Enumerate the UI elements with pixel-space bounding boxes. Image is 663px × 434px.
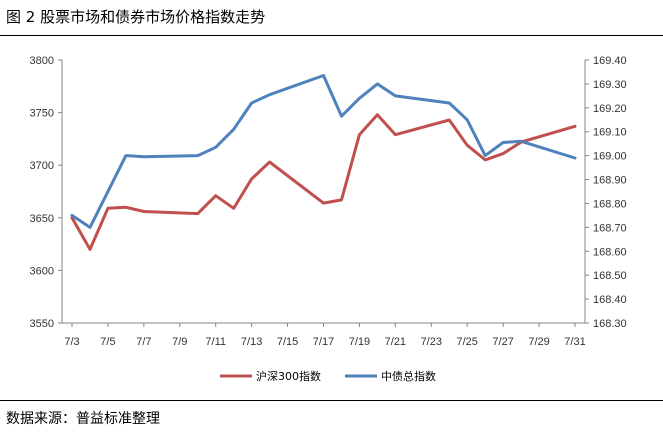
left-y-tick-label: 3700 — [30, 160, 54, 172]
x-tick-label: 7/9 — [172, 336, 187, 348]
x-tick-label: 7/13 — [241, 336, 262, 348]
x-tick-label: 7/5 — [100, 336, 115, 348]
right-y-tick-label: 168.30 — [593, 318, 627, 330]
right-y-tick-label: 168.70 — [593, 222, 627, 234]
x-tick-label: 7/17 — [313, 336, 334, 348]
x-tick-label: 7/7 — [136, 336, 151, 348]
right-y-tick-label: 168.40 — [593, 294, 627, 306]
x-tick-label: 7/19 — [349, 336, 370, 348]
right-y-tick-label: 168.90 — [593, 175, 627, 187]
x-tick-label: 7/15 — [277, 336, 298, 348]
right-y-tick-label: 168.80 — [593, 198, 627, 210]
left-y-tick-label: 3550 — [30, 318, 54, 330]
right-y-tick-label: 168.60 — [593, 246, 627, 258]
x-tick-label: 7/29 — [528, 336, 549, 348]
right-y-tick-label: 168.50 — [593, 270, 627, 282]
left-y-tick-label: 3750 — [30, 108, 54, 120]
bottom-rule — [0, 400, 663, 401]
left-y-tick-label: 3800 — [30, 55, 54, 67]
data-source-note: 数据来源：普益标准整理 — [6, 411, 160, 427]
x-tick-label: 7/27 — [492, 336, 513, 348]
left-y-tick-label: 3600 — [30, 265, 54, 277]
right-y-tick-label: 169.40 — [593, 55, 627, 67]
x-tick-label: 7/23 — [421, 336, 442, 348]
series-line-1 — [70, 113, 577, 251]
top-rule — [0, 35, 663, 36]
series-line-2 — [70, 74, 577, 229]
x-tick-label: 7/25 — [457, 336, 478, 348]
legend-label-1: 沪深300指数 — [256, 369, 321, 383]
right-y-tick-label: 169.10 — [593, 127, 627, 139]
left-y-tick-label: 3650 — [30, 213, 54, 225]
x-tick-label: 7/3 — [64, 336, 79, 348]
right-y-tick-label: 169.00 — [593, 151, 627, 163]
right-y-tick-label: 169.30 — [593, 79, 627, 91]
x-tick-label: 7/31 — [564, 336, 585, 348]
legend-label-2: 中债总指数 — [381, 369, 436, 383]
x-tick-label: 7/21 — [385, 336, 406, 348]
figure-title: 图 2 股票市场和债券市场价格指数走势 — [6, 8, 266, 26]
right-y-tick-label: 169.20 — [593, 103, 627, 115]
x-tick-label: 7/11 — [205, 336, 226, 348]
